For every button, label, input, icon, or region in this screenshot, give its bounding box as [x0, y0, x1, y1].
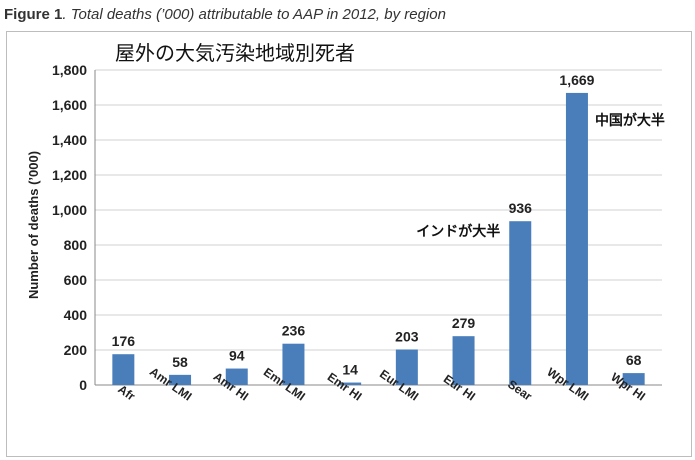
- bar: [225, 368, 248, 385]
- data-label: 279: [452, 315, 476, 331]
- bar: [622, 373, 645, 385]
- data-label: 236: [282, 323, 306, 339]
- bar: [282, 343, 305, 385]
- y-tick-label: 1,400: [52, 132, 87, 148]
- figure-caption: Figure 1. Total deaths (’000) attributab…: [4, 6, 446, 23]
- data-label: 68: [626, 352, 642, 368]
- figure-caption-text: . Total deaths (’000) attributable to AA…: [62, 6, 446, 23]
- bar: [339, 382, 362, 385]
- bars: [112, 92, 645, 386]
- bar: [509, 221, 532, 385]
- chart-title: 屋外の大気汚染地域別死者: [115, 41, 355, 65]
- y-axis-label: Number of deaths (’000): [26, 151, 41, 299]
- data-label: 14: [342, 362, 358, 378]
- y-tick-label: 0: [79, 377, 87, 393]
- bar: [395, 349, 418, 385]
- annotation-label: インドが大半: [416, 223, 500, 240]
- bar: [565, 92, 588, 386]
- y-tick-label: 1,800: [52, 62, 87, 78]
- bar: [112, 354, 135, 385]
- annotations: インドが大半 中国が大半: [416, 112, 665, 240]
- data-label: 58: [172, 354, 188, 370]
- y-tick-label: 1,600: [52, 97, 87, 113]
- data-label: 176: [112, 333, 136, 349]
- y-tick-label: 600: [64, 272, 88, 288]
- tick-labels: 02004006008001,0001,2001,4001,6001,800Af…: [52, 62, 648, 404]
- y-tick-label: 1,000: [52, 202, 87, 218]
- annotation-label: 中国が大半: [595, 112, 665, 129]
- data-label: 94: [229, 348, 245, 364]
- data-label: 1,669: [559, 72, 594, 88]
- bar: [452, 336, 475, 385]
- data-label: 203: [395, 328, 419, 344]
- y-tick-label: 800: [64, 237, 88, 253]
- y-tick-label: 400: [64, 307, 88, 323]
- figure-label: Figure 1: [4, 6, 63, 23]
- data-label: 936: [509, 200, 533, 216]
- data-labels: 176 58 94 236 14 203 279 936 1,669 68: [112, 72, 642, 378]
- y-tick-label: 1,200: [52, 167, 87, 183]
- bar: [169, 374, 192, 385]
- y-tick-label: 200: [64, 342, 88, 358]
